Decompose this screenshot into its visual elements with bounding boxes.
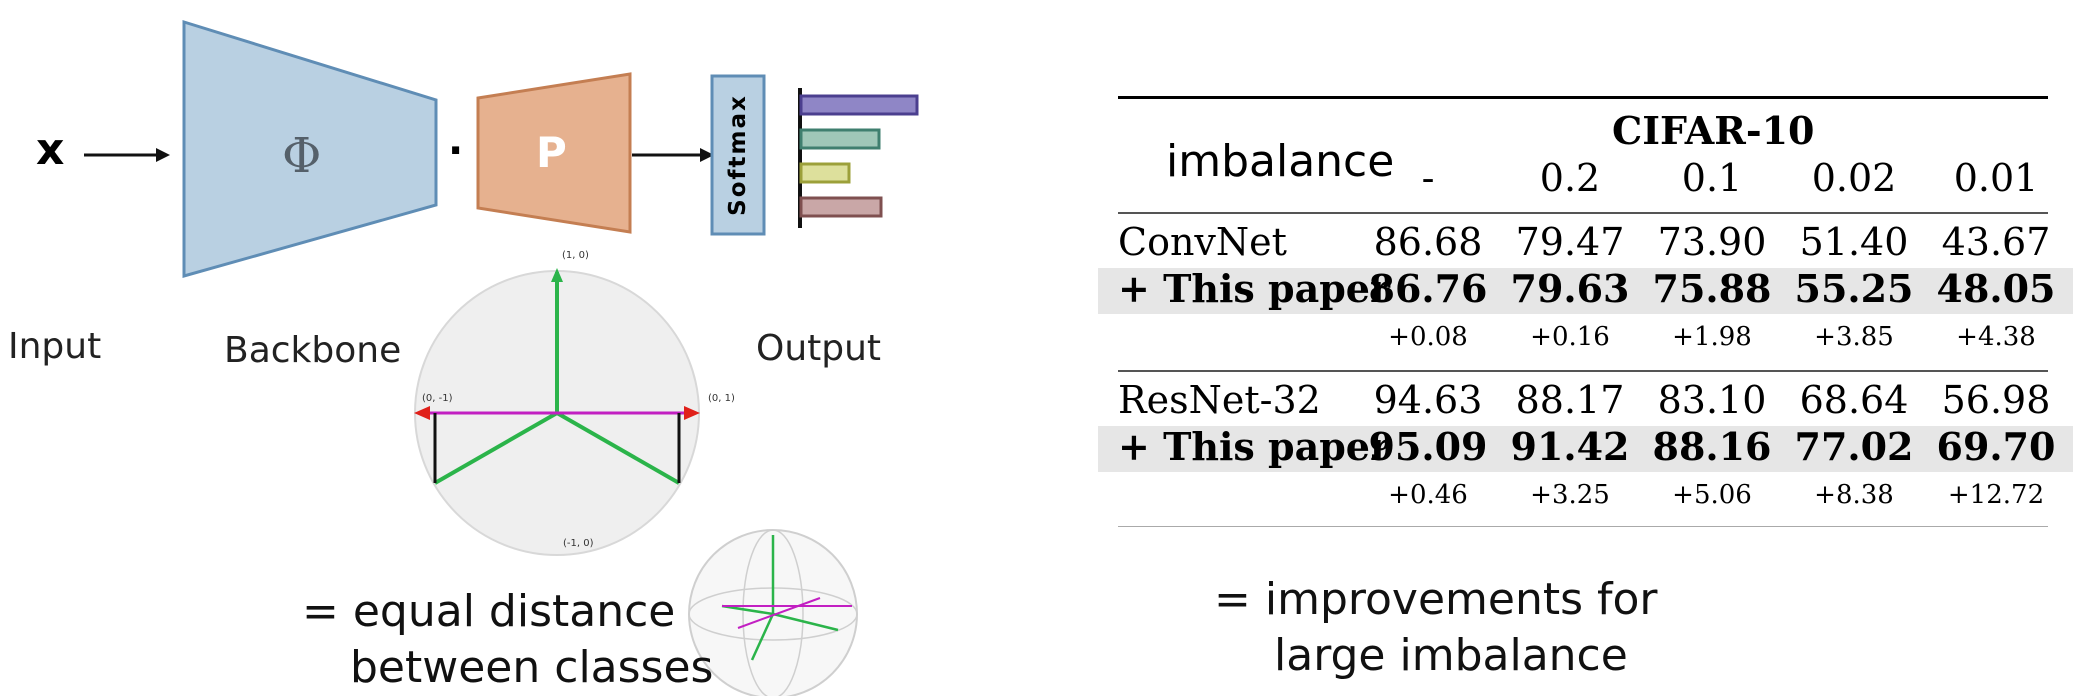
table-bottom-rule (1118, 526, 2048, 527)
cell-convnet-ours-1: 86.76 (1368, 266, 1488, 311)
cell-resnet-delta-3: +5.06 (1672, 480, 1752, 510)
softmax-label: Softmax (725, 94, 751, 216)
cell-resnet-1: 94.63 (1373, 378, 1483, 422)
sphere-magenta-2 (737, 597, 821, 629)
row-label-convnet-this-paper: + This paper (1118, 266, 1390, 311)
cell-resnet-ours-4: 77.02 (1794, 424, 1914, 469)
output-label: Output (756, 328, 882, 369)
cell-convnet-4: 51.40 (1799, 220, 1909, 264)
cell-resnet-2: 88.17 (1515, 378, 1625, 422)
cell-convnet-ours-2: 79.63 (1510, 266, 1630, 311)
improvements-note: = improvements for large imbalance (1214, 572, 1658, 684)
softmax-block (710, 74, 766, 236)
output-bar-3 (799, 162, 851, 184)
cell-convnet-delta-4: +3.85 (1814, 322, 1894, 352)
output-bar-1 (799, 94, 919, 116)
cell-resnet-3: 83.10 (1657, 378, 1767, 422)
results-table: CIFAR-10 imbalance - 0.2 0.1 0.02 0.01 C… (1098, 96, 2073, 536)
cell-resnet-delta-1: +0.46 (1388, 480, 1468, 510)
dataset-header: CIFAR-10 (1612, 108, 1815, 153)
sphere-vector-3 (750, 613, 775, 661)
cell-resnet-4: 68.64 (1799, 378, 1909, 422)
cell-convnet-delta-5: +4.38 (1956, 322, 2036, 352)
cell-convnet-delta-1: +0.08 (1388, 322, 1468, 352)
architecture-svg (84, 19, 919, 696)
sphere-vector-4 (772, 612, 839, 632)
input-symbol: x (36, 124, 65, 175)
cell-resnet-delta-5: +12.72 (1947, 480, 2045, 510)
architecture-diagram: x Input Φ Backbone · P Softmax Output (1… (0, 0, 1000, 696)
equal-distance-note-line-1: = equal distance (302, 586, 676, 637)
cell-convnet-ours-4: 55.25 (1794, 266, 1914, 311)
column-header-2: 0.2 (1539, 156, 1601, 200)
imbalance-label: imbalance (1166, 136, 1395, 187)
sphere-meridian (742, 529, 804, 696)
cell-convnet-ours-5: 48.05 (1936, 266, 2056, 311)
column-header-1: - (1421, 156, 1435, 200)
softmax-arrowhead (700, 148, 714, 162)
backbone-symbol: Φ (282, 128, 322, 184)
projection-symbol: P (536, 128, 567, 177)
cell-resnet-ours-2: 91.42 (1510, 424, 1630, 469)
improvements-note-line-2: large imbalance (1274, 630, 1628, 681)
dot-operator: · (448, 128, 464, 174)
simplex-vector-top-head (551, 268, 563, 282)
backbone-label: Backbone (224, 330, 402, 371)
projection-block (476, 72, 632, 234)
input-arrowhead (156, 148, 170, 162)
table-top-rule (1118, 96, 2048, 99)
cell-convnet-3: 73.90 (1657, 220, 1767, 264)
row-label-resnet-this-paper: + This paper (1118, 424, 1390, 469)
simplex-right-red-head (684, 406, 700, 420)
cell-resnet-5: 56.98 (1941, 378, 2051, 422)
output-bar-4 (799, 196, 883, 218)
input-label: Input (8, 326, 102, 367)
cell-resnet-delta-2: +3.25 (1530, 480, 1610, 510)
cell-resnet-delta-4: +8.38 (1814, 480, 1894, 510)
simplex-left-red-head (414, 406, 430, 420)
column-header-5: 0.01 (1953, 156, 2039, 200)
cell-convnet-delta-2: +0.16 (1530, 322, 1610, 352)
cell-convnet-1: 86.68 (1373, 220, 1483, 264)
row-label-convnet: ConvNet (1118, 220, 1287, 264)
column-header-4: 0.02 (1811, 156, 1897, 200)
cell-resnet-ours-3: 88.16 (1652, 424, 1772, 469)
cell-convnet-5: 43.67 (1941, 220, 2051, 264)
circle-label-top: (1, 0) (562, 250, 589, 261)
cell-convnet-2: 79.47 (1515, 220, 1625, 264)
column-header-3: 0.1 (1681, 156, 1743, 200)
simplex-vector-left (434, 411, 558, 485)
cell-convnet-ours-3: 75.88 (1652, 266, 1772, 311)
table-mid-rule (1118, 370, 2048, 372)
equal-distance-note-line-2: between classes (350, 642, 714, 693)
circle-label-bottom: (-1, 0) (563, 538, 594, 549)
table-header-rule (1118, 212, 2048, 214)
improvements-note-line-1: = improvements for (1214, 574, 1658, 625)
highlight-row-convnet (1098, 268, 2073, 314)
cell-resnet-ours-1: 95.09 (1368, 424, 1488, 469)
row-label-resnet: ResNet-32 (1118, 378, 1321, 422)
circle-label-left: (0, -1) (422, 393, 453, 404)
simplex-vector-right (556, 411, 680, 485)
equal-distance-note: = equal distance between classes (302, 584, 713, 696)
sphere-vector-2 (721, 604, 774, 616)
highlight-row-resnet (1098, 426, 2073, 472)
backbone-block (182, 19, 438, 278)
output-bar-2 (799, 128, 881, 150)
circle-label-right: (0, 1) (708, 393, 735, 404)
cell-convnet-delta-3: +1.98 (1672, 322, 1752, 352)
cell-resnet-ours-5: 69.70 (1936, 424, 2056, 469)
